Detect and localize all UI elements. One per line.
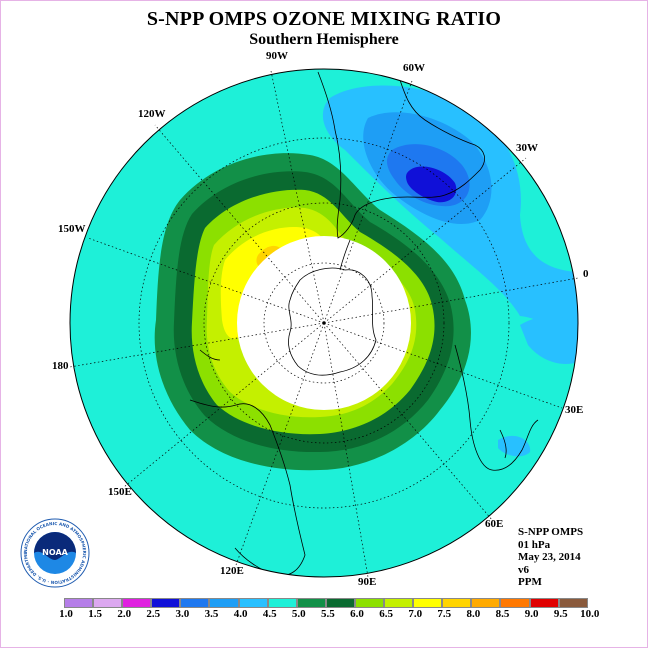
colorbar-segment xyxy=(180,598,210,608)
colorbar-segment xyxy=(529,598,559,608)
antarctic-peninsula xyxy=(339,239,351,271)
lon-label-90e: 90E xyxy=(358,576,377,588)
lon-label-60w: 60W xyxy=(403,62,425,74)
colorbar-segment xyxy=(558,598,588,608)
colorbar-segment xyxy=(413,598,443,608)
lon-label-90w: 90W xyxy=(266,50,288,62)
graticule xyxy=(69,70,579,578)
noaa-logo: NATIONAL OCEANIC AND ATMOSPHERIC ADMINIS… xyxy=(20,518,90,588)
colorbar-label: 10.0 xyxy=(580,608,600,620)
colorbar xyxy=(64,598,588,608)
contour-3-0 xyxy=(406,166,457,203)
colorbar-label: 6.0 xyxy=(350,608,364,620)
colorbar-label: 8.0 xyxy=(466,608,481,620)
colorbar-segment xyxy=(354,598,385,608)
colorbar-segment xyxy=(500,598,530,608)
info-instrument: S-NPP OMPS xyxy=(518,526,584,538)
colorbar-label: 1.5 xyxy=(88,608,102,620)
madagascar-coast xyxy=(499,429,507,459)
colorbar-label: 1.0 xyxy=(59,608,73,620)
map-title: S-NPP OMPS OZONE MIXING RATIO xyxy=(146,8,502,30)
colorbar-label: 7.5 xyxy=(437,608,452,620)
contour-east-4-5 xyxy=(520,315,578,365)
info-date: May 23, 2014 xyxy=(518,551,581,563)
new-zealand-coast xyxy=(199,349,221,361)
info-level: 01 hPa xyxy=(518,538,551,551)
colorbar-label: 4.5 xyxy=(262,608,277,620)
colorbar-label: 9.5 xyxy=(553,608,568,620)
colorbar-segment xyxy=(93,598,123,608)
lon-label-150w: 150W xyxy=(58,223,86,235)
map-boundary xyxy=(69,68,579,578)
map-subtitle: Southern Hemisphere xyxy=(249,31,399,48)
colorbar-label: 5.5 xyxy=(321,608,335,620)
colorbar-labels: 1.0 1.5 2.0 2.5 3.0 3.5 4.0 4.5 5.0 5.5 6.0 6.5 7.0 7… xyxy=(0,608,648,622)
info-version: v6 xyxy=(518,563,529,576)
colorbar-label: 5.0 xyxy=(291,608,306,620)
colorbar-label: 7.0 xyxy=(408,608,423,620)
colorbar-label: 4.0 xyxy=(233,608,248,620)
colorbar-segment xyxy=(384,598,414,608)
info-units: PPM xyxy=(518,576,542,588)
lon-label-150e: 150E xyxy=(108,486,132,498)
colorbar-segment xyxy=(151,598,181,608)
lon-label-0: 0 xyxy=(583,268,589,280)
colorbar-label: 3.5 xyxy=(204,608,219,620)
antarctica-coast xyxy=(288,267,377,376)
colorbar-label: 9.0 xyxy=(524,608,539,620)
ozone-field xyxy=(70,69,578,577)
lon-label-30w: 30W xyxy=(516,142,538,154)
colorbar-segment xyxy=(267,598,297,608)
noaa-logo-text: NOAA xyxy=(42,548,68,557)
africa-coast xyxy=(454,344,539,471)
lon-label-120w: 120W xyxy=(138,108,166,120)
colorbar-segment xyxy=(471,598,501,608)
colorbar-label: 3.0 xyxy=(175,608,190,620)
south-america-coast xyxy=(317,71,485,239)
colorbar-label: 8.5 xyxy=(495,608,510,620)
colorbar-segment xyxy=(209,598,239,608)
lon-label-60e: 60E xyxy=(485,518,504,530)
colorbar-label: 6.5 xyxy=(379,608,393,620)
colorbar-label: 2.5 xyxy=(146,608,161,620)
colorbar-segment xyxy=(325,598,355,608)
lon-label-30e: 30E xyxy=(565,404,584,416)
colorbar-segment xyxy=(296,598,326,608)
colorbar-segment xyxy=(122,598,152,608)
colorbar-label: 2.0 xyxy=(117,608,132,620)
colorbar-segment xyxy=(238,598,268,608)
colorbar-segment xyxy=(442,598,472,608)
lon-label-120e: 120E xyxy=(220,565,244,577)
lon-label-180: 180 xyxy=(52,360,69,372)
info-block: S-NPP OMPS 01 hPa May 23, 2014 v6 PPM xyxy=(518,526,583,589)
colorbar-segment xyxy=(64,598,94,608)
pole-marker xyxy=(322,321,326,325)
